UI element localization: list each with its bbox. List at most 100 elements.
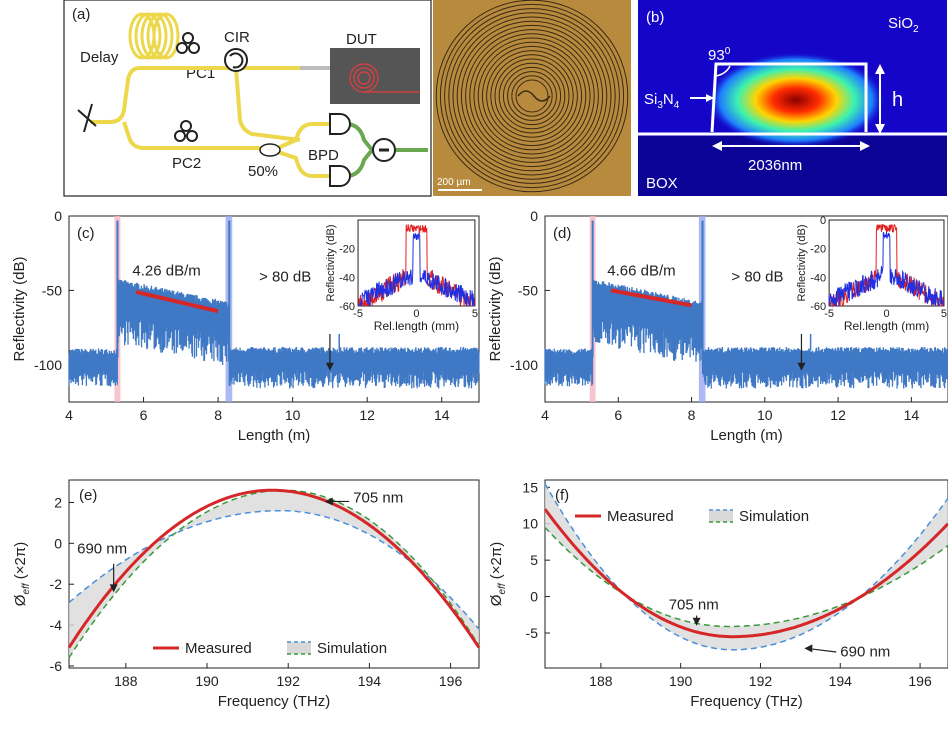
inset-y-tick-label: -60 [810,301,826,313]
inset-x-tick-label: -5 [353,308,363,320]
annotation-690-arrowhead [804,644,813,653]
x-tick-label: 6 [140,407,148,423]
annotation-690-arrowhead [109,584,118,593]
legend-simulation-label: Simulation [317,640,387,657]
panel-label: (e) [79,487,97,504]
x-tick-label: 8 [214,407,222,423]
fiber-to-bpd-bottom [277,150,330,178]
simulation-690-line [544,483,948,651]
annotation-690-arrow [812,648,837,653]
annotation-705-arrowhead [324,497,333,506]
inset-x-tick-label: -5 [824,308,834,320]
inset-frame [828,219,945,307]
x-tick-label: 196 [439,673,463,689]
box-label: BOX [646,175,678,192]
y-tick-label: -4 [50,617,63,633]
core-label: Si3N4 [644,91,680,111]
loss-fit-line [610,288,692,308]
panel-a-label: (a) [72,6,90,23]
x-tick-label: 196 [908,673,932,689]
spiral-s-bend [517,90,551,102]
x-tick-label: 14 [904,407,920,423]
panel-b: (b) SiO2 930 Si3N4 h 2036nm BOX [638,0,947,196]
y-tick-label: -100 [34,357,62,373]
spiral-ring [498,62,566,130]
delay-coil-icon [128,12,180,60]
cir-label: CIR [224,29,250,46]
loss-label: 4.66 dB/m [607,263,675,280]
panel-a: (a) Delay CIR DUT PC1 PC2 50% BPD [63,0,432,197]
spiral-ring [511,75,553,117]
x-tick-label: 188 [589,673,613,689]
simulation-705-line [544,526,948,628]
loss-fit-line [135,289,219,314]
mode-profile [706,52,886,148]
y-axis-label: Øeff (×2π) [488,542,508,606]
legend-simulation-swatch [287,642,311,654]
x-tick-label: 192 [277,673,301,689]
y-tick-label: -6 [50,658,63,674]
spiral-ring [494,58,570,134]
annotation-690: 690 nm [840,643,890,660]
inset-y-label: Reflectivity (dB) [796,224,808,301]
y-axis-symbol: Ø [488,594,505,606]
scale-bar-label: 200 µm [437,177,471,188]
x-axis-label: Length (m) [710,427,783,444]
dut-label: DUT [346,31,377,48]
splitter-label: 50% [248,163,278,180]
spiral-ring [435,0,629,193]
panel-label: (c) [77,225,95,242]
y-axis-label: Reflectivity (dB) [11,256,28,361]
y-tick-label: 5 [530,552,538,568]
y-tick-label: 15 [522,479,538,495]
laser-icon [77,103,97,133]
x-tick-label: 190 [195,673,219,689]
inset-y-tick-label: 0 [820,215,826,227]
inset-y-tick-label: -20 [339,244,355,256]
annotation-705: 705 nm [669,597,719,614]
loss-label: 4.26 dB/m [132,263,200,280]
dut-spiral-icon [349,63,420,93]
measured-line [543,508,948,639]
spiral-ring [469,33,595,159]
plot-frame [68,479,480,669]
y-axis-unit: (×2π) [488,542,505,584]
x-tick-label: 190 [669,673,693,689]
spiral-ring [456,20,608,172]
x-tick-label: 10 [285,407,301,423]
x-tick-label: 12 [830,407,846,423]
inset-trace-blue [358,232,475,307]
y-axis-label: Reflectivity (dB) [487,256,504,361]
phase-chart: 188 190 192 194 196 2 0 -2 -4 -6 Frequency (THz) Øe… [12,479,481,710]
x-tick-label: 192 [749,673,773,689]
inset-y-tick-label: -20 [810,244,826,256]
x-axis-label: Frequency (THz) [690,693,803,710]
x-tick-label: 10 [757,407,773,423]
spiral-ring [452,16,612,176]
y-tick-label: 0 [54,535,62,551]
fiber-return [234,67,301,142]
y-axis-unit: (×2π) [12,542,29,584]
y-tick-label: 0 [530,208,538,224]
legend-simulation-swatch [709,510,733,522]
x-tick-label: 194 [358,673,382,689]
inset-x-tick-label: 5 [941,308,947,320]
cladding-label: SiO2 [888,15,919,35]
fiber-to-bpd-top [277,122,330,150]
dut-chip [330,48,420,104]
y-axis-subscript: eff [497,582,508,594]
inset-y-label: Reflectivity (dB) [325,224,337,301]
x-tick-label: 6 [614,407,622,423]
spiral-ring [507,71,557,121]
measured-line [67,488,481,649]
reflectivity-trace [68,278,480,389]
spiral-ring [448,12,616,180]
range-label: > 80 dB [259,268,311,285]
spiral-ring [481,45,583,147]
y-tick-label: 2 [54,494,62,510]
spiral-ring [444,8,620,184]
y-tick-label: -2 [50,576,63,592]
y-axis-label: Øeff (×2π) [12,542,32,606]
